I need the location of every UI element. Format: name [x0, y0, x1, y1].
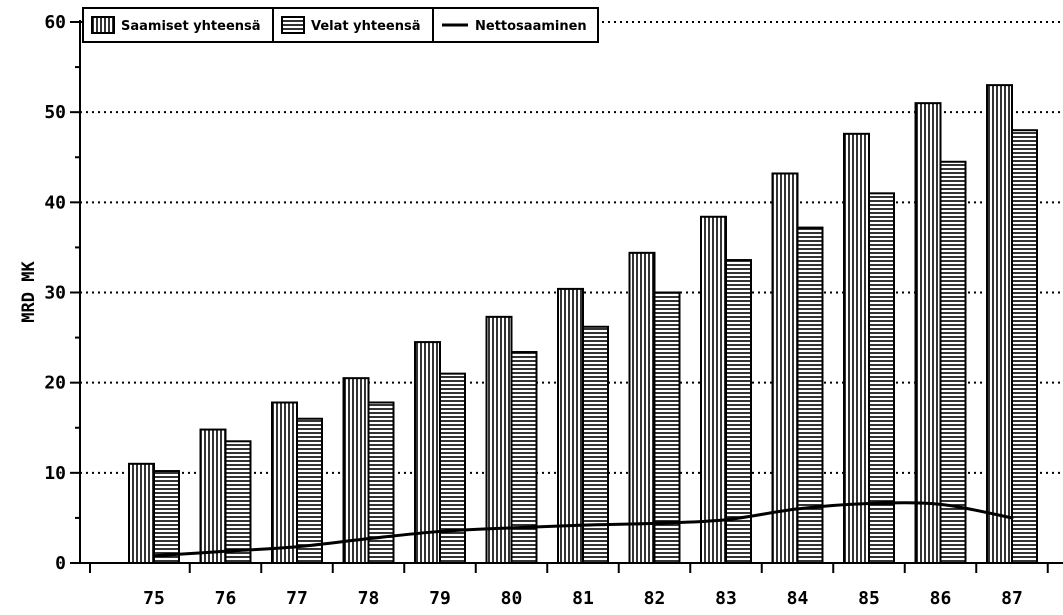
point-nettosaaminen-76 [224, 549, 227, 553]
y-tick-label-40: 40 [44, 192, 66, 213]
point-nettosaaminen-85 [867, 501, 871, 505]
x-tick-label-87: 87 [1001, 588, 1023, 609]
bar-saamiset-80 [485, 315, 513, 564]
bar-saamiset-85 [843, 132, 870, 564]
bar-saamiset-87 [986, 84, 1013, 564]
y-tick-label-60: 60 [44, 12, 66, 33]
point-nettosaaminen-83 [724, 518, 728, 522]
legend-label-velat: Velat yhteensä [311, 19, 420, 34]
x-tick-label-85: 85 [858, 588, 880, 609]
bar-velat-76 [224, 440, 252, 564]
bar-saamiset-82 [628, 251, 656, 564]
bar-saamiset-78 [342, 377, 370, 564]
bar-velat-84 [796, 226, 824, 565]
x-tick-label-86: 86 [930, 588, 952, 609]
point-nettosaaminen-80 [510, 526, 513, 530]
bar-velat-85 [868, 192, 895, 564]
x-tick-label-83: 83 [715, 588, 737, 609]
bar-saamiset-77 [271, 401, 298, 564]
bar-velat-77 [296, 417, 323, 564]
point-nettosaaminen-84 [796, 507, 799, 511]
bar-saamiset-84 [771, 172, 799, 564]
bar-saamiset-81 [557, 287, 584, 564]
point-nettosaaminen-87 [1010, 516, 1014, 520]
x-tick-label-79: 79 [429, 588, 451, 609]
point-nettosaaminen-82 [653, 521, 656, 525]
point-nettosaaminen-78 [367, 537, 370, 541]
y-tick-label-30: 30 [44, 283, 66, 304]
bar-velat-82 [653, 291, 681, 564]
point-nettosaaminen-79 [438, 529, 442, 533]
bar-velat-81 [582, 325, 609, 564]
x-tick-label-84: 84 [787, 588, 809, 609]
legend-label-netto: Nettosaaminen [475, 19, 587, 34]
legend-swatch-saamiset [91, 16, 115, 34]
x-tick-label-81: 81 [572, 588, 594, 609]
bar-velat-83 [725, 259, 752, 564]
x-tick-label-77: 77 [286, 588, 308, 609]
x-tick-label-78: 78 [358, 588, 380, 609]
legend-swatch-velat [281, 16, 305, 34]
x-tick-label-82: 82 [644, 588, 666, 609]
y-tick-label-0: 0 [55, 553, 66, 574]
bar-velat-87 [1011, 129, 1038, 564]
bar-velat-79 [439, 372, 466, 564]
x-tick-label-80: 80 [501, 588, 523, 609]
x-tick-label-76: 76 [215, 588, 237, 609]
bar-velat-86 [939, 160, 967, 564]
bar-saamiset-76 [199, 428, 227, 565]
bar-velat-80 [510, 351, 538, 565]
bars [128, 84, 1038, 565]
point-nettosaaminen-75 [152, 554, 156, 558]
point-nettosaaminen-77 [295, 545, 299, 549]
point-nettosaaminen-81 [581, 523, 585, 527]
y-tick-label-10: 10 [44, 463, 66, 484]
axes: 0 10 20 30 40 50 60 75 76 77 78 79 80 81 82 83 84 85 86 87 M… [19, 12, 1063, 609]
point-nettosaaminen-86 [939, 502, 942, 506]
bar-saamiset-83 [700, 215, 727, 564]
y-tick-label-50: 50 [44, 102, 66, 123]
bar-velat-75 [153, 470, 180, 564]
bar-saamiset-79 [414, 341, 441, 565]
x-tick-label-75: 75 [143, 588, 165, 609]
legend: Saamiset yhteensä Velat yhteensä Nettosaam… [82, 7, 599, 43]
net-line [152, 501, 1014, 558]
legend-label-saamiset: Saamiset yhteensä [121, 19, 261, 34]
y-axis-title: MRD MK [19, 261, 39, 323]
y-tick-label-20: 20 [44, 373, 66, 394]
legend-frame [82, 7, 599, 43]
bar-saamiset-86 [914, 102, 942, 565]
bar-saamiset-75 [128, 462, 155, 565]
